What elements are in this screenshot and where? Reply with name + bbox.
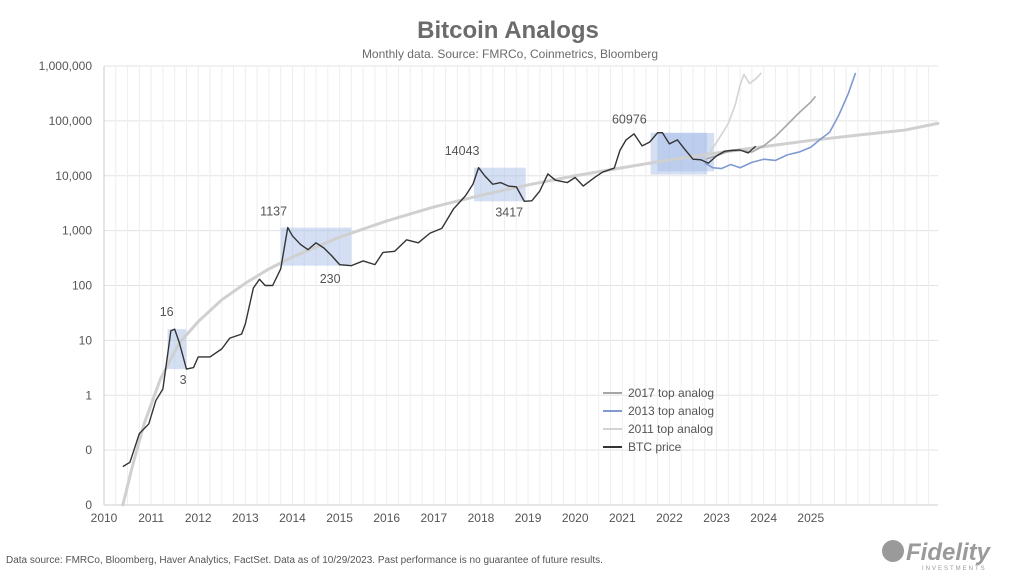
series-line-2017-top-analog (704, 95, 817, 161)
series-line-btc-price (122, 131, 757, 468)
x-tick-label: 2017 (420, 511, 447, 525)
x-tick-label: 2019 (515, 511, 542, 525)
x-tick-label: 2013 (232, 511, 259, 525)
logo-mark-icon (882, 540, 904, 562)
logo-subtext: INVESTMENTS (922, 566, 987, 572)
series-line-2011-top-analog (704, 72, 762, 160)
gridlines (103, 65, 938, 506)
x-tick-label: 2010 (91, 511, 118, 525)
y-tick-label: 0 (85, 443, 92, 457)
x-tick-label: 2025 (797, 511, 824, 525)
y-tick-label: 1 (85, 388, 92, 402)
legend: 2017 top analog 2013 top analog 2011 top a… (603, 386, 714, 454)
footer-note: Data source: FMRCo, Bloomberg, Haver Ana… (6, 555, 603, 566)
x-tick-label: 2011 (138, 511, 164, 525)
y-tick-label: 100 (72, 279, 92, 293)
y-tick-label: 10 (79, 333, 93, 347)
x-tick-label: 2012 (185, 511, 212, 525)
logo-text: Fidelity (906, 539, 992, 566)
chart-title: Bitcoin Analogs (417, 17, 599, 44)
x-tick-label: 2014 (279, 511, 306, 525)
annotation-label: 60976 (612, 112, 647, 126)
chart-subtitle: Monthly data. Source: FMRCo, Coinmetrics… (362, 47, 658, 61)
highlight-box-3 (650, 132, 708, 175)
y-tick-label: 1,000 (62, 224, 92, 238)
x-tick-label: 2021 (609, 511, 636, 525)
annotations: 16 3 1137 230 14043 3417 60976 (160, 112, 647, 387)
x-tick-label: 2023 (703, 511, 730, 525)
legend-label: 2013 top analog (628, 404, 714, 418)
annotation-label: 16 (160, 305, 174, 319)
x-tick-label: 2015 (326, 511, 353, 525)
series-lines (122, 72, 857, 468)
annotation-label: 230 (320, 272, 341, 286)
x-tick-label: 2020 (562, 511, 589, 525)
annotation-label: 3417 (495, 206, 523, 220)
x-tick-label: 2018 (468, 511, 495, 525)
y-tick-label: 0 (85, 498, 92, 512)
x-tick-label: 2022 (656, 511, 683, 525)
legend-label: 2017 top analog (628, 386, 714, 400)
annotation-label: 1137 (260, 204, 287, 218)
power-law-curve (121, 121, 940, 507)
y-tick-label: 1,000,000 (39, 59, 93, 73)
legend-label: BTC price (628, 440, 682, 454)
x-tick-label: 2024 (750, 511, 777, 525)
legend-label: 2011 top analog (628, 422, 713, 436)
y-tick-label: 100,000 (49, 114, 93, 128)
series-line-2013-top-analog (704, 72, 857, 170)
fidelity-logo: Fidelity INVESTMENTS (882, 539, 992, 572)
annotation-label: 14043 (445, 144, 480, 158)
highlight-boxes (167, 132, 715, 370)
power-law-curve-line (121, 121, 940, 507)
x-axis-ticks: 2010 2011 2012 2013 2014 2015 2016 2017 2018 2019… (91, 511, 825, 525)
x-tick-label: 2016 (373, 511, 400, 525)
annotation-label: 3 (180, 373, 187, 387)
y-tick-label: 10,000 (55, 169, 92, 183)
